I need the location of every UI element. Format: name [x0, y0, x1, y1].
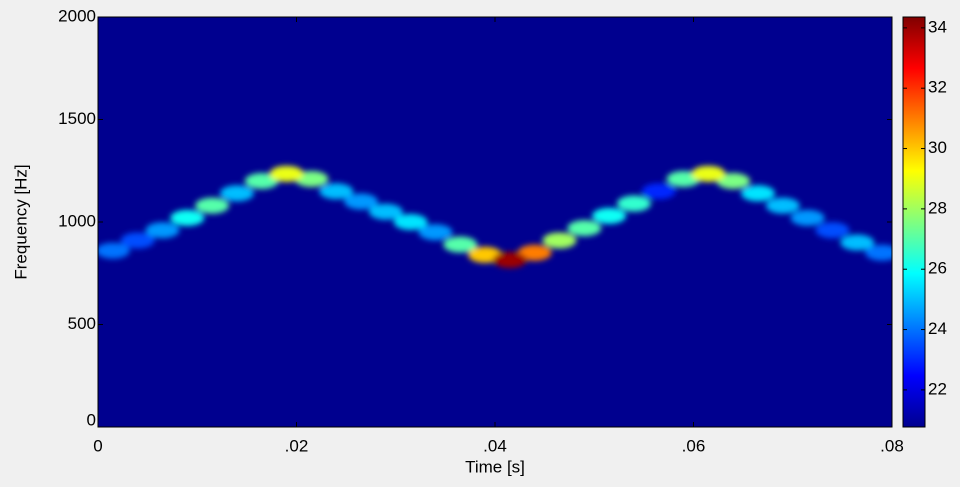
ridge-cell — [542, 232, 577, 249]
ridge-cell — [592, 207, 627, 224]
ridge-cell — [368, 203, 403, 220]
y-tick-label: 0 — [87, 410, 96, 429]
colorbar-tick-label: 28 — [928, 198, 947, 217]
ridge-cell — [492, 251, 527, 268]
x-axis-label: Time [s] — [465, 457, 525, 476]
ridge-cell — [865, 244, 892, 261]
ridge-cell — [616, 195, 651, 212]
ridge-cell — [765, 197, 800, 214]
y-axis-label: Frequency [Hz] — [11, 164, 30, 279]
ridge-cell — [120, 232, 155, 249]
colorbar-tick-label: 32 — [928, 78, 947, 97]
colorbar-tick-label: 22 — [928, 379, 947, 398]
ridge-cell — [790, 209, 825, 226]
ridge-cell — [344, 193, 379, 210]
ridge-cell — [716, 173, 751, 189]
plot-background — [98, 17, 892, 427]
y-tick-label: 2000 — [58, 6, 96, 25]
x-tick-label: .06 — [682, 436, 706, 455]
ridge-cell — [691, 165, 726, 182]
ridge-cell — [145, 222, 180, 239]
spectrogram-ridge — [98, 165, 892, 268]
ridge-cell — [641, 183, 676, 200]
ridge-cell — [517, 244, 552, 261]
x-tick-label: .04 — [483, 436, 507, 455]
ridge-cell — [244, 173, 279, 189]
ridge-cell — [98, 242, 130, 259]
colorbar-tick-label: 26 — [928, 259, 947, 278]
ridge-cell — [269, 165, 304, 182]
x-tick-label: .02 — [285, 436, 309, 455]
ridge-cell — [418, 224, 453, 241]
y-tick-label: 1500 — [58, 109, 96, 128]
colorbar — [902, 16, 926, 428]
colorbar-tick-label: 24 — [928, 319, 947, 338]
ridge-cell — [170, 209, 205, 226]
ridge-cell — [393, 214, 428, 230]
ridge-cell — [319, 183, 354, 200]
y-tick-label: 500 — [68, 314, 96, 333]
ridge-cell — [443, 236, 478, 253]
ridge-cell — [567, 220, 602, 237]
ridge-cell — [195, 197, 230, 214]
y-tick-label: 1000 — [58, 211, 96, 230]
ridge-cell — [815, 222, 850, 239]
ridge-cell — [741, 185, 776, 202]
x-tick-label: .08 — [880, 436, 904, 455]
colorbar-tick-label: 34 — [928, 17, 947, 36]
ridge-cell — [219, 185, 254, 202]
ridge-cell — [840, 234, 875, 251]
x-tick-label: 0 — [93, 436, 102, 455]
colorbar-tick-label: 30 — [928, 138, 947, 157]
